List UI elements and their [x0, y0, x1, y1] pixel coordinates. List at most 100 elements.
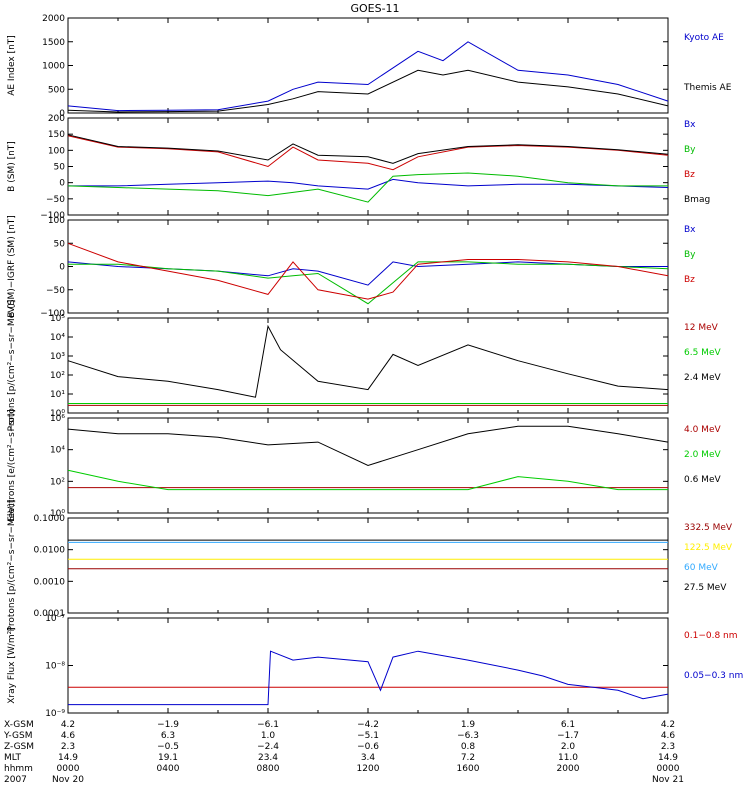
series-line [67, 41, 669, 112]
panel-3: −100 −50 0 50 100 B (SM)−IGRF (SM) [nT] Bx By Bz [7, 215, 696, 319]
legend-entry: 2.0 MeV [684, 450, 721, 460]
y-tick-label: 100 [48, 216, 65, 226]
table-cell: 4.6 [661, 731, 676, 741]
table-cell: 23.4 [258, 753, 278, 763]
table-cell: 0400 [157, 764, 180, 774]
y-tick-label: 10⁵ [50, 314, 65, 324]
table-cell: −4.2 [357, 720, 379, 730]
y-tick-label: 200 [48, 114, 65, 124]
series-line [68, 261, 669, 305]
legend-entry: 2.4 MeV [684, 373, 721, 383]
legend-entry: By [684, 250, 696, 260]
y-axis-label: AE Index [nT] [7, 35, 17, 96]
y-tick-label: −50 [46, 286, 65, 296]
table-cell: 2.3 [661, 742, 675, 752]
y-axis-label: Electrons [e/(cm²−s−sr)] [7, 409, 17, 522]
series-line [67, 469, 668, 491]
series-line [67, 324, 669, 398]
y-tick-label: 10² [50, 477, 65, 487]
table-cell: 14.9 [658, 753, 678, 763]
series-line [68, 650, 669, 706]
legend-entry: 6.5 MeV [684, 348, 721, 358]
legend-entry: By [684, 145, 696, 155]
y-tick-label: −100 [40, 309, 65, 319]
table-cell: 14.9 [58, 753, 78, 763]
legend-entry: Bmag [684, 195, 710, 205]
table-cell: 0000 [657, 764, 680, 774]
y-tick-label: 2000 [42, 14, 65, 24]
table-cell: 0.8 [461, 742, 476, 752]
series-line [67, 172, 668, 203]
table-cell: 2000 [557, 764, 580, 774]
legend-entry: 4.0 MeV [684, 425, 721, 435]
table-row-label: MLT [4, 753, 22, 763]
y-tick-label: 150 [48, 130, 65, 140]
y-tick-label: 100 [48, 146, 65, 156]
legend-entry: Kyoto AE [684, 33, 724, 43]
series-line [67, 242, 669, 300]
table-cell: 2.0 [561, 742, 576, 752]
y-tick-label: 10⁻⁸ [45, 662, 65, 672]
table-cell: 4.2 [661, 720, 675, 730]
series-line [67, 425, 669, 467]
y-tick-label: 0.0010 [34, 577, 66, 587]
table-cell: −6.3 [457, 731, 479, 741]
table-cell: −0.6 [357, 742, 379, 752]
table-cell: 19.1 [158, 753, 178, 763]
y-axis-label: Protons [p/(cm²−s−sr−MeV)] [7, 300, 17, 432]
table-cell: 0800 [257, 764, 280, 774]
table-cell: 4.6 [61, 731, 76, 741]
table-row-label: hhmm [4, 764, 33, 774]
table-row-label: X-GSM [4, 720, 34, 730]
y-tick-label: 0.0100 [34, 546, 66, 556]
series-line [67, 134, 669, 164]
y-tick-label: 0 [59, 109, 65, 119]
table-row-label: Y-GSM [3, 731, 32, 741]
y-tick-label: 0 [59, 179, 65, 189]
table-cell: 0000 [57, 764, 80, 774]
table-cell: −0.5 [157, 742, 179, 752]
table-row-label: 2007 [4, 775, 27, 785]
panel-frame [67, 517, 669, 614]
legend-entry: Bx [684, 120, 696, 130]
y-tick-label: 500 [48, 85, 65, 95]
legend-entry: Bz [684, 170, 695, 180]
panel-1: 0 500 1000 1500 2000 AE Index [nT] Kyoto AE The… [7, 14, 732, 119]
panel-4: 10⁰ 10¹ 10² 10³ 10⁴ 10⁵ Protons [p/(cm²−s−sr−M… [7, 300, 721, 432]
table-cell: 1600 [457, 764, 480, 774]
panel-6: 0.0001 0.0010 0.0100 0.1000 Protons [p/(cm²−… [7, 500, 733, 632]
table-cell: 11.0 [558, 753, 578, 763]
y-axis-label: B (SM) [nT] [7, 141, 17, 192]
y-tick-label: 10⁰ [50, 509, 65, 519]
legend-entry: 122.5 MeV [684, 543, 733, 553]
y-tick-label: 1000 [42, 62, 65, 72]
y-tick-label: 10¹ [50, 390, 65, 400]
y-axis-label: B (SM)−IGRF (SM) [nT] [7, 215, 17, 318]
table-cell: −1.9 [157, 720, 179, 730]
y-tick-label: −100 [40, 211, 65, 221]
legend-entry: Bz [684, 275, 695, 285]
y-tick-label: 0.0001 [34, 609, 66, 619]
panel-frame [67, 317, 669, 414]
table-cell: −2.4 [257, 742, 279, 752]
y-tick-label: 0.1000 [34, 514, 66, 524]
y-tick-label: 10³ [50, 352, 65, 362]
table-cell: −1.7 [557, 731, 579, 741]
y-tick-label: 10⁻⁷ [45, 614, 65, 624]
series-line [68, 178, 669, 190]
y-tick-label: 1500 [42, 38, 65, 48]
series-line [67, 135, 669, 171]
panel-frame [67, 117, 669, 216]
y-tick-label: 10⁴ [50, 333, 65, 343]
y-tick-label: 10⁴ [50, 446, 65, 456]
y-axis-label: Protons [p/(cm²−s−sr−MeV)] [7, 500, 17, 632]
legend-entry: Bx [684, 225, 696, 235]
table-cell: −6.1 [257, 720, 279, 730]
legend-entry: 60 MeV [684, 563, 719, 573]
y-tick-label: −50 [46, 195, 65, 205]
series-line [67, 261, 668, 286]
legend-entry: 332.5 MeV [684, 523, 733, 533]
table-cell: 6.1 [561, 720, 575, 730]
legend-entry: 0.6 MeV [684, 475, 721, 485]
